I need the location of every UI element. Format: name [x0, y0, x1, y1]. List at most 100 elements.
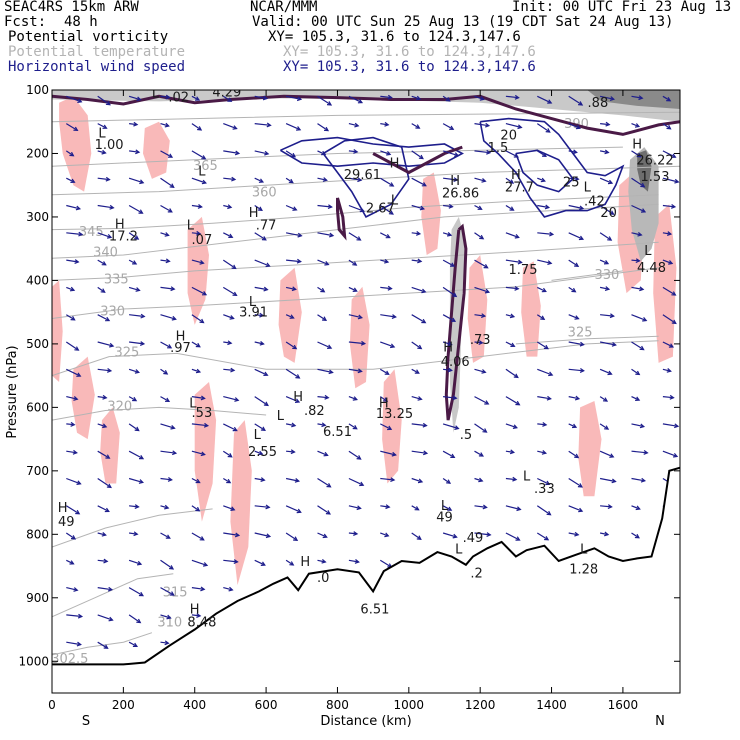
- wind-arrow: [128, 423, 140, 431]
- extremum-label: H: [115, 217, 125, 232]
- extremum-label: .2: [470, 567, 482, 582]
- wind-arrowhead: [288, 178, 294, 184]
- theta-isoline-label: 330: [100, 304, 125, 319]
- wind-arrow: [599, 204, 614, 215]
- wind-arrow: [97, 423, 107, 428]
- wind-arrowhead: [639, 286, 645, 292]
- wind-arrow: [317, 123, 329, 132]
- wind-arrowhead: [635, 505, 641, 511]
- wind-speed-contour: [279, 136, 464, 168]
- wind-arrow: [474, 259, 488, 269]
- wind-arrow: [286, 450, 295, 453]
- extremum-label: 6.51: [360, 603, 389, 618]
- wind-arrowhead: [602, 397, 609, 402]
- extremum-label: .33: [534, 482, 555, 497]
- wind-arrowhead: [74, 346, 80, 351]
- wind-arrowhead: [257, 206, 263, 211]
- wind-arrow: [191, 286, 207, 296]
- terrain-fill: [52, 467, 680, 693]
- wind-arrowhead: [639, 423, 646, 429]
- wind-arrow: [317, 477, 331, 488]
- wind-arrowhead: [635, 258, 641, 264]
- extremum-label: 1.75: [509, 263, 538, 278]
- wind-arrow: [160, 368, 168, 375]
- shaded-region: [143, 121, 170, 179]
- wind-arrow: [191, 341, 201, 348]
- wind-arrowhead: [70, 316, 76, 321]
- extremum-label: H: [58, 501, 68, 516]
- wind-arrowhead: [446, 231, 453, 237]
- wind-arrowhead: [167, 344, 173, 349]
- field-name-theta: Potential temperature: [8, 44, 186, 60]
- wind-arrowhead: [354, 122, 360, 128]
- wind-arrow: [443, 177, 458, 181]
- wind-arrowhead: [387, 94, 393, 100]
- wind-arrow: [568, 396, 580, 400]
- extremum-label: .0: [317, 571, 329, 586]
- wind-arrowhead: [197, 204, 203, 209]
- wind-arrow: [66, 259, 79, 263]
- wind-arrowhead: [384, 370, 390, 375]
- wind-arrow: [411, 396, 422, 400]
- theta-isoline: [52, 573, 174, 618]
- wind-arrow: [129, 341, 144, 345]
- shaded-region: [230, 420, 252, 586]
- wind-arrow: [411, 286, 426, 293]
- wind-arrow: [223, 423, 237, 432]
- wind-arrowhead: [517, 259, 523, 265]
- wind-arrow: [254, 123, 271, 126]
- wind-arrow: [505, 123, 522, 129]
- wind-arrowhead: [258, 450, 264, 456]
- wind-arrow: [160, 314, 176, 320]
- wind-arrow: [662, 232, 671, 235]
- wind-arrowhead: [546, 510, 552, 516]
- wind-arrowhead: [356, 455, 362, 460]
- extremum-label: H: [450, 174, 460, 189]
- wind-arrowhead: [264, 150, 270, 156]
- wind-arrowhead: [134, 235, 140, 240]
- theta-isoline: [52, 241, 659, 281]
- wind-arrowhead: [667, 231, 673, 236]
- wind-arrow: [411, 505, 419, 511]
- x-tick-label: 400: [183, 698, 206, 712]
- x-tick-label: 600: [255, 698, 278, 712]
- wind-arrow: [66, 587, 78, 591]
- wind-arrowhead: [133, 121, 139, 127]
- wind-arrow: [191, 259, 204, 264]
- wind-arrow: [317, 450, 328, 456]
- terrain-line: [52, 466, 680, 666]
- wind-arrow: [599, 177, 613, 184]
- extremum-label: L: [455, 542, 463, 557]
- wind-arrow: [66, 232, 83, 236]
- wind-arrow: [505, 450, 514, 453]
- wind-arrowhead: [234, 150, 241, 156]
- wind-arrow: [662, 204, 675, 208]
- wind-arrow: [97, 641, 108, 649]
- wind-arrowhead: [168, 153, 174, 158]
- wind-arrowhead: [605, 121, 611, 127]
- wind-arrowhead: [103, 558, 109, 564]
- wind-arrowhead: [195, 506, 201, 512]
- extremum-label: 2.55: [248, 445, 277, 460]
- wind-arrowhead: [73, 587, 79, 592]
- wind-arrowhead: [452, 292, 458, 298]
- wind-arrow: [631, 396, 640, 401]
- wind-arrow: [223, 559, 238, 563]
- wind-arrow: [631, 423, 644, 428]
- wind-arrowhead: [510, 342, 516, 347]
- wind-arrow: [380, 123, 389, 126]
- wind-arrowhead: [203, 422, 210, 428]
- extremum-label: 27.7: [505, 181, 534, 196]
- wind-arrowhead: [448, 203, 454, 209]
- wind-arrow: [568, 314, 579, 320]
- wind-arrowhead: [609, 313, 615, 319]
- field-name-pv: Potential vorticity: [8, 29, 169, 45]
- wind-arrow: [599, 368, 612, 375]
- wind-arrow: [442, 95, 451, 102]
- wind-arrow: [129, 314, 145, 318]
- wind-arrow: [568, 123, 581, 129]
- wind-arrow: [505, 423, 517, 429]
- wind-arrowhead: [106, 483, 112, 489]
- wind-arrow: [568, 95, 583, 106]
